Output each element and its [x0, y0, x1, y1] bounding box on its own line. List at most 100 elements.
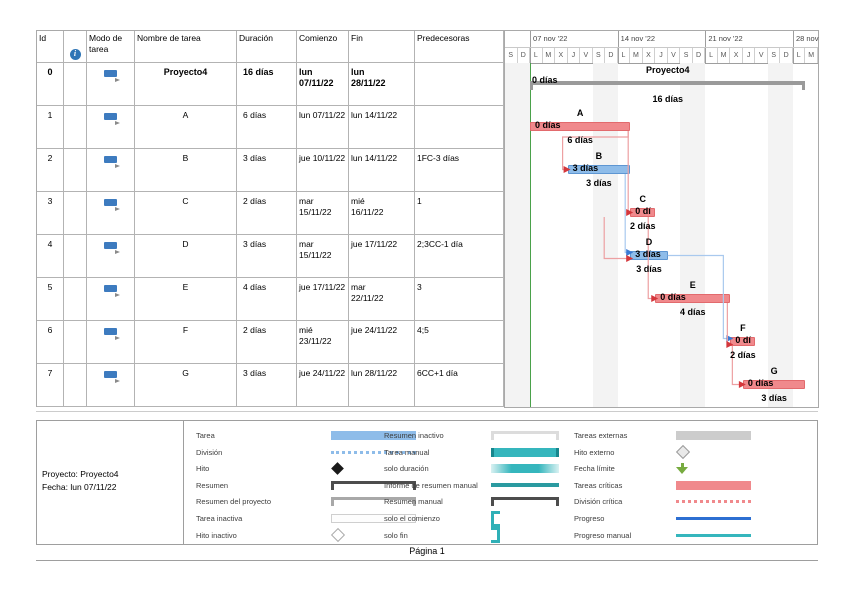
weekend-shading	[505, 63, 518, 407]
cell-finish[interactable]: lun 28/11/22	[349, 63, 415, 106]
cell-predecessors[interactable]: 2;3CC-1 día	[415, 235, 504, 278]
cell-start[interactable]: mié 23/11/22	[297, 321, 349, 364]
cell-task-mode[interactable]	[87, 149, 135, 192]
cell-duration[interactable]: 6 días	[237, 106, 297, 149]
legend-label: Hito inactivo	[196, 530, 237, 540]
week-separator	[617, 48, 619, 63]
cell-duration[interactable]: 4 días	[237, 278, 297, 321]
cell-predecessors[interactable]: 4;5	[415, 321, 504, 364]
bar-duration-label: 2 días	[629, 221, 656, 231]
legend-swatch-critical-split	[676, 493, 751, 510]
week-label: 07 nov '22	[533, 34, 568, 43]
cell-start[interactable]: jue 24/11/22	[297, 364, 349, 407]
cell-start[interactable]: jue 10/11/22	[297, 149, 349, 192]
legend-swatch-external	[676, 427, 751, 444]
link-arrowhead	[726, 335, 734, 342]
cell-id[interactable]: 2	[37, 149, 64, 192]
cell-task-mode[interactable]	[87, 278, 135, 321]
cell-id[interactable]: 7	[37, 364, 64, 407]
task-bar-a[interactable]	[530, 122, 631, 131]
cell-finish[interactable]: mar 22/11/22	[349, 278, 415, 321]
summary-bar[interactable]	[530, 81, 806, 85]
cell-finish[interactable]: jue 17/11/22	[349, 235, 415, 278]
cell-task-mode[interactable]	[87, 364, 135, 407]
cell-finish[interactable]: lun 14/11/22	[349, 106, 415, 149]
cell-task-name[interactable]: B	[135, 149, 237, 192]
cell-predecessors[interactable]	[415, 106, 504, 149]
legend-swatch-manual-task	[491, 444, 559, 461]
cell-task-mode[interactable]	[87, 106, 135, 149]
cell-duration[interactable]: 3 días	[237, 149, 297, 192]
cell-info[interactable]	[64, 321, 87, 364]
bar-name-label: A	[576, 108, 584, 118]
day-letter: L	[793, 48, 806, 63]
cell-start[interactable]: jue 17/11/22	[297, 278, 349, 321]
legend-label: Hito externo	[574, 447, 615, 457]
cell-info[interactable]	[64, 63, 87, 106]
bar-duration-label: 16 días	[652, 94, 684, 104]
bar-slack-label: 0 dí	[735, 335, 751, 345]
legend-label: Tareas críticas	[574, 480, 623, 490]
task-bar-f[interactable]	[730, 337, 756, 346]
cell-start[interactable]: lun 07/11/22	[297, 106, 349, 149]
day-letter: M	[718, 48, 731, 63]
day-letter: J	[743, 48, 756, 63]
cell-predecessors[interactable]: 1	[415, 192, 504, 235]
day-letter: S	[593, 48, 606, 63]
cell-task-mode[interactable]	[87, 321, 135, 364]
day-letter: D	[518, 48, 531, 63]
task-bar-d[interactable]	[630, 251, 668, 260]
cell-duration[interactable]: 16 días	[237, 63, 297, 106]
cell-id[interactable]: 1	[37, 106, 64, 149]
legend-swatch-deadline	[676, 460, 751, 477]
cell-predecessors[interactable]: 3	[415, 278, 504, 321]
cell-task-name[interactable]: A	[135, 106, 237, 149]
day-letter: D	[780, 48, 793, 63]
cell-info[interactable]	[64, 364, 87, 407]
cell-id[interactable]: 5	[37, 278, 64, 321]
cell-task-name[interactable]: F	[135, 321, 237, 364]
link-arrowhead	[626, 255, 634, 262]
pane-divider	[36, 411, 818, 412]
cell-duration[interactable]: 3 días	[237, 364, 297, 407]
cell-id[interactable]: 0	[37, 63, 64, 106]
cell-id[interactable]: 3	[37, 192, 64, 235]
cell-task-name[interactable]: G	[135, 364, 237, 407]
cell-predecessors[interactable]	[415, 63, 504, 106]
week-separator	[705, 48, 707, 63]
cell-task-mode[interactable]	[87, 192, 135, 235]
day-letter: X	[643, 48, 656, 63]
cell-start[interactable]: mar 15/11/22	[297, 235, 349, 278]
cell-duration[interactable]: 3 días	[237, 235, 297, 278]
cell-finish[interactable]: mié 16/11/22	[349, 192, 415, 235]
cell-predecessors[interactable]: 6CC+1 día	[415, 364, 504, 407]
cell-id[interactable]: 6	[37, 321, 64, 364]
cell-task-name[interactable]: C	[135, 192, 237, 235]
cell-info[interactable]	[64, 192, 87, 235]
page-number: Página 1	[409, 546, 445, 556]
cell-start[interactable]: mar 15/11/22	[297, 192, 349, 235]
cell-finish[interactable]: lun 14/11/22	[349, 149, 415, 192]
cell-predecessors[interactable]: 1FC-3 días	[415, 149, 504, 192]
cell-task-mode[interactable]	[87, 63, 135, 106]
cell-id[interactable]: 4	[37, 235, 64, 278]
cell-info[interactable]	[64, 106, 87, 149]
cell-info[interactable]	[64, 149, 87, 192]
cell-task-mode[interactable]	[87, 235, 135, 278]
cell-task-name[interactable]: D	[135, 235, 237, 278]
legend-swatch-finish-only	[491, 527, 559, 544]
cell-finish[interactable]: jue 24/11/22	[349, 321, 415, 364]
summary-bar-endcap	[530, 81, 534, 90]
cell-task-name[interactable]: Proyecto4	[135, 63, 237, 106]
cell-start[interactable]: lun 07/11/22	[297, 63, 349, 106]
cell-finish[interactable]: lun 28/11/22	[349, 364, 415, 407]
auto-schedule-mode-icon	[104, 285, 120, 297]
cell-info[interactable]	[64, 278, 87, 321]
day-letter: S	[680, 48, 693, 63]
cell-info[interactable]	[64, 235, 87, 278]
cell-duration[interactable]: 2 días	[237, 321, 297, 364]
cell-task-name[interactable]: E	[135, 278, 237, 321]
cell-duration[interactable]: 2 días	[237, 192, 297, 235]
legend-label: Tarea inactiva	[196, 514, 243, 523]
bar-slack-label: 0 días	[532, 75, 558, 85]
